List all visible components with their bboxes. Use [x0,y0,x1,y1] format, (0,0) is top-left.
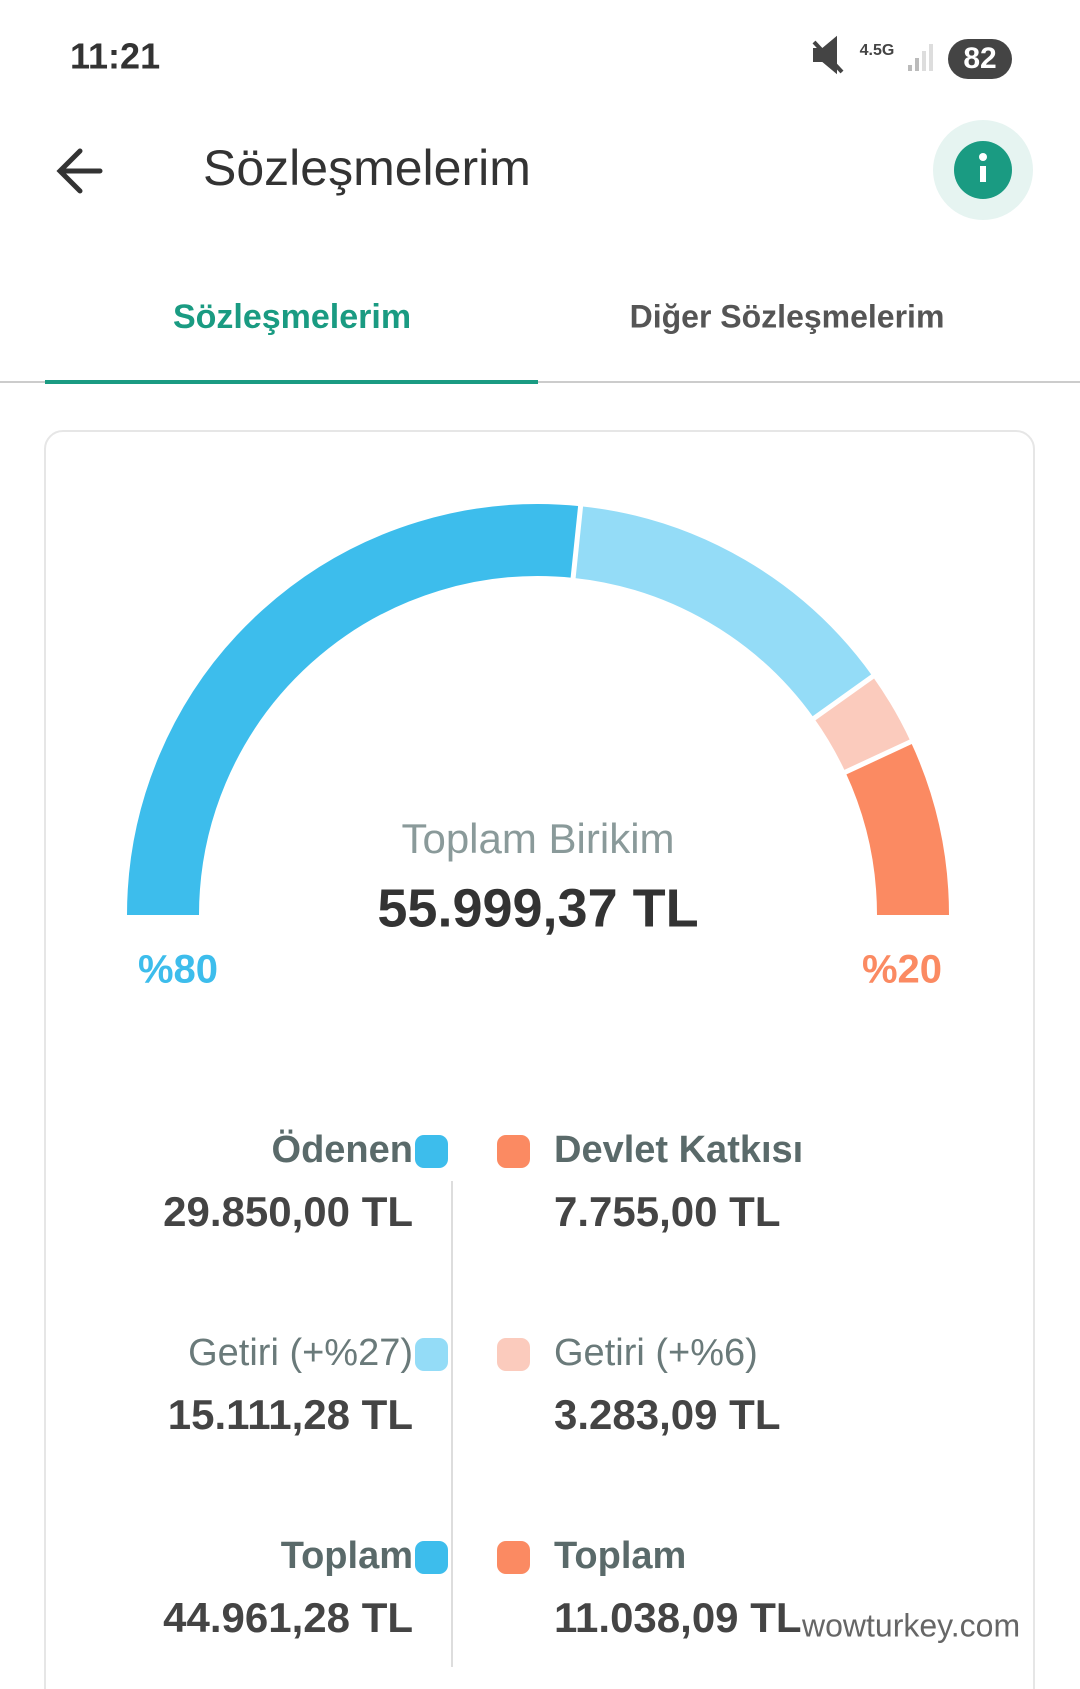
info-glyph-dot [979,153,987,161]
tab[interactable]: Sözleşmelerim [173,298,411,336]
info-glyph [980,166,986,182]
legend-swatch [497,1135,530,1168]
tab[interactable]: Diğer Sözleşmelerim [630,298,945,334]
gauge-segment [127,504,581,916]
left-share: %80 [138,948,218,992]
gauge [127,502,949,916]
legend-swatch [497,1338,530,1371]
total-label: Toplam [281,1535,413,1577]
mute-icon [812,35,844,75]
gauge-segment [813,676,911,773]
page-title: Sözleşmelerim [203,140,531,196]
legend-swatch [415,1541,448,1574]
legend-divider [451,1181,453,1667]
right-share: %20 [862,948,942,992]
legend-label: Ödenen [272,1128,413,1171]
status-time: 11:21 [70,36,160,77]
segment-gap [810,672,877,723]
back-button[interactable] [56,148,103,194]
segment-gap [841,738,915,776]
legend-swatch [415,1135,448,1168]
legend-value: 7.755,00 TL [554,1188,780,1235]
legend-label: Getiri (+%6) [554,1332,758,1374]
tab-divider [0,381,1080,383]
gauge-segment [572,506,873,719]
legend-label: Getiri (+%27) [188,1332,413,1374]
network-label: 4.5G [860,42,895,59]
legend-label: Devlet Katkısı [554,1129,803,1171]
legend-value: 15.111,28 TL [168,1391,413,1438]
total-value: 11.038,09 TL [554,1594,802,1641]
segment-gap [570,502,584,582]
signal-icon [908,44,933,71]
battery-level: 82 [963,42,996,75]
legend-value: 3.283,09 TL [554,1391,780,1438]
legend: Ödenen 29.850,00 TL Devlet Katkısı 7.755,00… [163,1128,803,1641]
gauge-segment [845,741,949,916]
legend-swatch [497,1541,530,1574]
tab-indicator [45,380,538,384]
card [44,430,1035,1689]
battery [948,39,1012,79]
gauge-title: Toplam Birikim [401,815,674,862]
gauge-total: 55.999,37 TL [377,878,698,938]
legend-value: 29.850,00 TL [163,1188,413,1235]
total-label: Toplam [554,1535,686,1577]
legend-swatch [415,1338,448,1371]
watermark: wowturkey.com [801,1607,1020,1643]
total-value: 44.961,28 TL [163,1594,413,1641]
